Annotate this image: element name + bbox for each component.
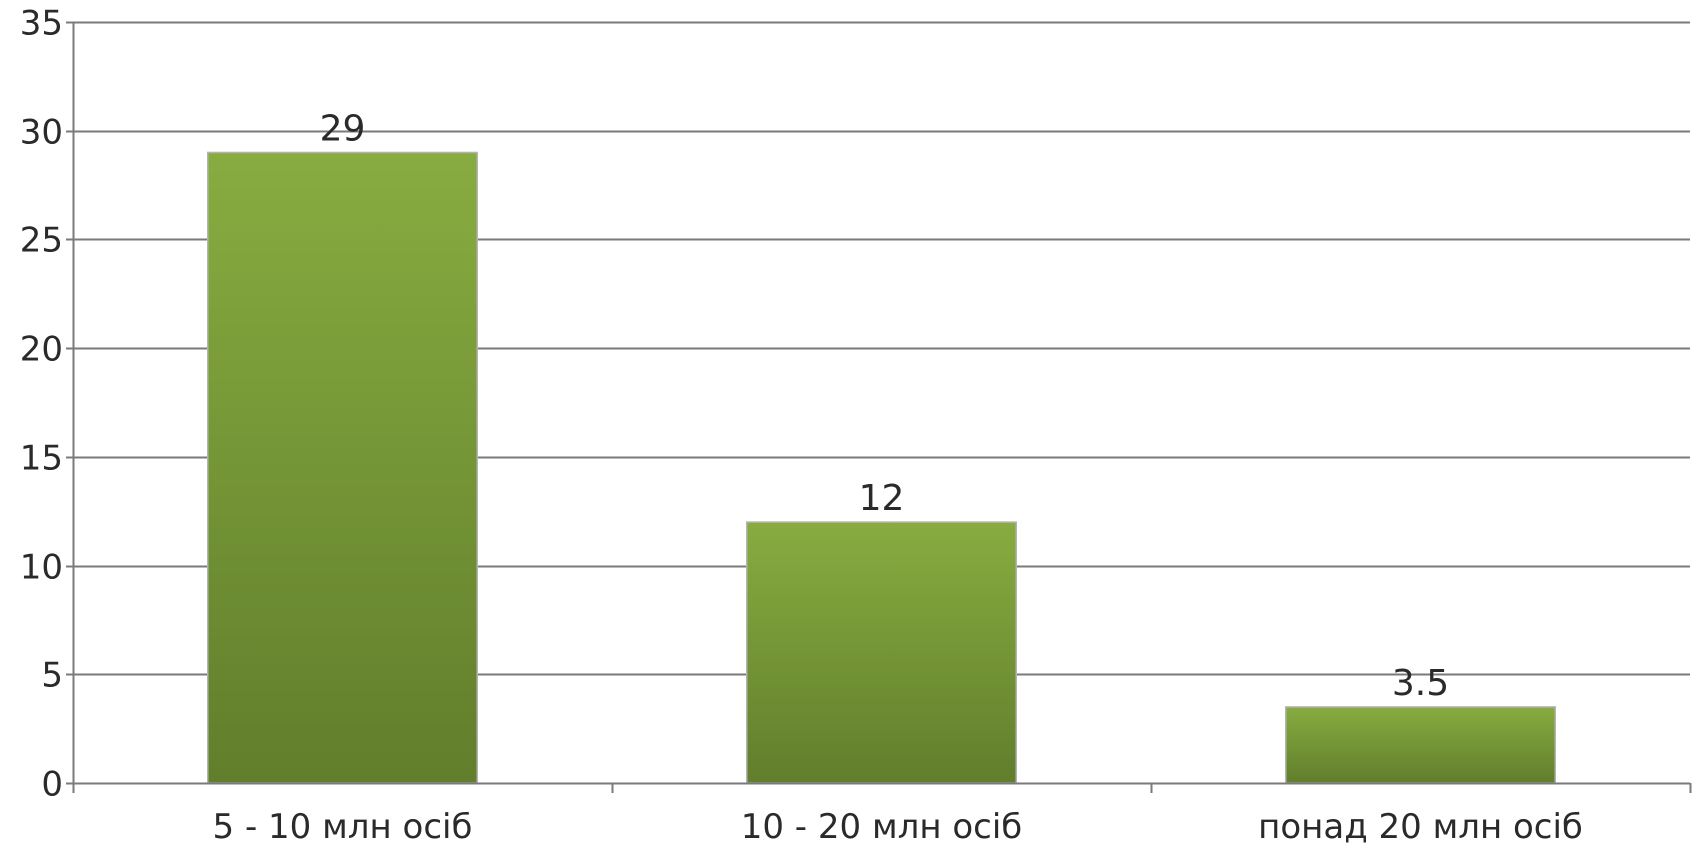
x-category-label: 5 - 10 млн осіб bbox=[213, 807, 473, 847]
y-tick-label: 20 bbox=[20, 330, 63, 370]
labels: 0 5 10 15 20 25 30 35 29 5 - 10 млн осіб 12 10 - 20… bbox=[20, 4, 1583, 848]
y-tick-label: 5 bbox=[41, 656, 63, 696]
y-tick-label: 15 bbox=[20, 439, 63, 479]
bars bbox=[207, 151, 1556, 784]
y-tick-label: 30 bbox=[20, 113, 63, 153]
data-label: 29 bbox=[320, 108, 366, 149]
y-tick-label: 0 bbox=[41, 765, 63, 805]
y-tick-label: 10 bbox=[20, 548, 63, 588]
data-label: 3.5 bbox=[1392, 663, 1449, 704]
y-tick-label: 25 bbox=[20, 221, 63, 261]
bar-1 bbox=[207, 151, 478, 784]
y-tick-label: 35 bbox=[20, 4, 63, 44]
x-category-label: понад 20 млн осіб bbox=[1258, 807, 1583, 847]
bar-2 bbox=[746, 521, 1017, 784]
axes bbox=[66, 21, 1692, 793]
data-label: 12 bbox=[859, 478, 905, 519]
x-category-label: 10 - 20 млн осіб bbox=[741, 807, 1023, 847]
bar-3 bbox=[1285, 706, 1556, 784]
